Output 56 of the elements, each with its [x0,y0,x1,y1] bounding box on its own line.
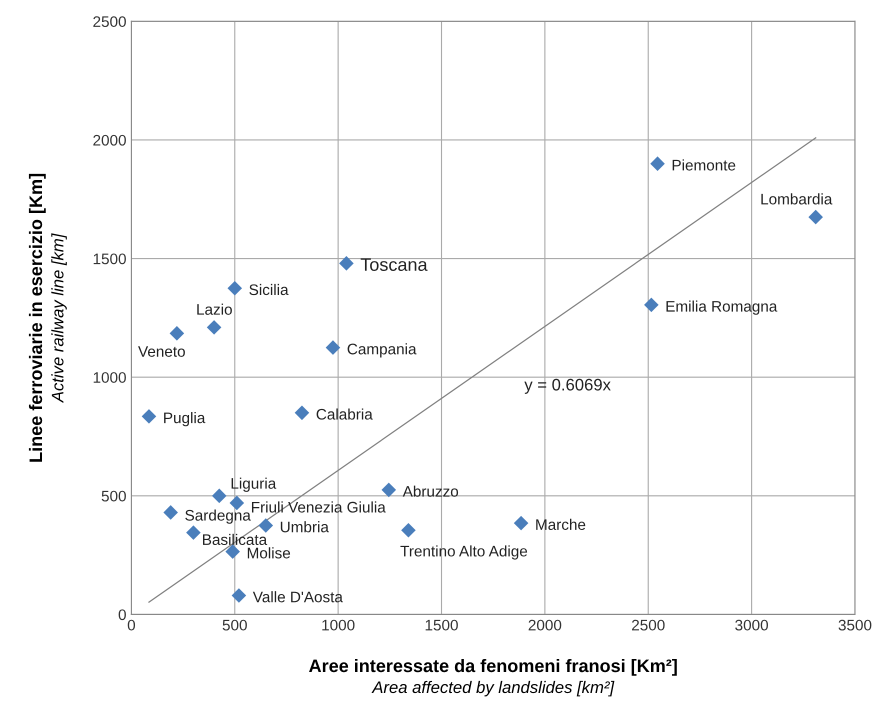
point [808,210,823,224]
y-axis-title: Linee ferroviarie in esercizio [Km] Active railway line [km] [28,174,67,462]
annotation: Umbria [280,521,329,532]
annotation: Calabria [316,408,373,420]
y-tick-label: 2500 [93,16,126,28]
annotation: Marche [536,518,586,530]
point [294,406,310,420]
x-tick-label: 3000 [735,620,768,631]
annotation: Emilia Romagna [666,300,778,315]
point [401,522,416,538]
annotation: Trentino Alto Adige [400,545,528,560]
point [206,320,222,335]
point [142,409,156,424]
x-tick-label: 1000 [322,620,355,631]
annotation: Abruzzo [402,486,458,497]
annotation: Valle D'Aosta [252,591,343,602]
point [514,516,528,530]
x-tick-label: 2000 [528,620,562,631]
annotation: Sardegna [185,509,251,524]
point [326,340,340,355]
point [339,256,354,271]
annotation: Puglia [164,412,206,426]
point [382,482,396,498]
x-tick-label: 2500 [632,620,665,631]
annotation: Piemonte [672,159,736,171]
point [258,518,274,533]
point [232,588,246,603]
y-tick-label: 0 [118,609,126,620]
y-tick-label: 1500 [94,253,126,264]
point [230,496,244,510]
annotation: Liguria [232,478,276,492]
annotation: Sicilia [249,284,289,296]
x-axis-title: Aree interessate da fenomeni franosi [Km²] Area affected by landslides [km²] [309,658,677,696]
annotation: Veneto [138,346,185,357]
annotation: Campania [348,343,416,358]
x-tick-label: 3500 [838,620,872,631]
y-tick-label: 1000 [94,372,126,383]
point [644,298,659,312]
x-tick-label: 0 [128,620,136,631]
y-tick-label: 500 [102,490,126,502]
point [212,488,227,504]
point [227,280,242,296]
annotation: Lazio [197,304,232,315]
annotation: Friuli Venezia Giulia [252,501,386,513]
point [163,505,178,520]
point [650,156,665,171]
annotation: y = 0.6069x [524,378,611,394]
point [186,525,201,540]
annotation: Toscana [360,258,428,271]
x-tick-label: 1500 [426,620,458,631]
annotation: Lombardia [761,193,832,205]
point [170,326,184,341]
annotation: Molise [248,547,290,558]
y-tick-label: 2000 [93,134,126,146]
x-tick-label: 500 [222,620,247,631]
point [225,544,240,559]
